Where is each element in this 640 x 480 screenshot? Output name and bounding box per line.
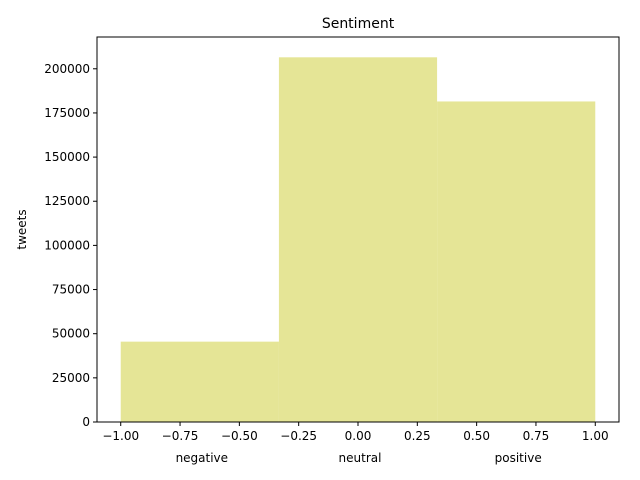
- category-labels: negative neutral positive: [176, 451, 542, 465]
- y-tick-label-0: 0: [82, 415, 90, 429]
- bars-group: [120, 57, 596, 423]
- category-label-2: positive: [495, 451, 542, 465]
- x-tick-label-3: −0.25: [280, 429, 317, 443]
- y-tick-label-2: 50000: [52, 327, 90, 341]
- y-tick-label-1: 25000: [52, 371, 90, 385]
- y-tick-label-8: 200000: [44, 62, 90, 76]
- x-tick-label-5: 0.25: [404, 429, 431, 443]
- histogram-bar-0: [120, 341, 279, 422]
- x-tick-label-2: −0.50: [221, 429, 258, 443]
- x-tick-label-8: 1.00: [582, 429, 609, 443]
- x-tick-label-0: −1.00: [102, 429, 139, 443]
- x-tick-label-4: 0.00: [345, 429, 372, 443]
- y-tick-label-7: 175000: [44, 106, 90, 120]
- category-label-1: neutral: [339, 451, 382, 465]
- x-axis-ticks: −1.00 −0.75 −0.50 −0.25 0.00 0.25 0.50 0.75 1.00: [102, 422, 609, 443]
- y-tick-label-3: 75000: [52, 283, 90, 297]
- y-tick-label-5: 125000: [44, 194, 90, 208]
- histogram-bar-1: [278, 57, 438, 422]
- chart-title: Sentiment: [322, 16, 395, 32]
- y-tick-label-4: 100000: [44, 238, 90, 252]
- x-tick-label-7: 0.75: [523, 429, 550, 443]
- x-tick-label-6: 0.50: [463, 429, 490, 443]
- y-tick-label-6: 150000: [44, 150, 90, 164]
- y-axis-ticks: 0 25000 50000 75000 100000 125000 150000 175000…: [44, 62, 97, 429]
- histogram-bar-2: [437, 101, 596, 423]
- category-label-0: negative: [176, 451, 228, 465]
- y-axis-label: tweets: [15, 209, 29, 249]
- x-tick-label-1: −0.75: [162, 429, 199, 443]
